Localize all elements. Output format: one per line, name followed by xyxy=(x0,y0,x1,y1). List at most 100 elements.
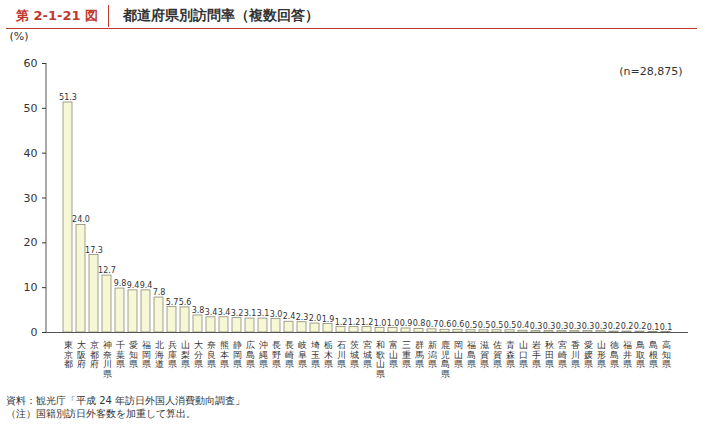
svg-text:5.6: 5.6 xyxy=(179,298,192,307)
svg-text:静岡県: 静岡県 xyxy=(233,340,242,369)
svg-text:秋田県: 秋田県 xyxy=(545,340,554,369)
svg-text:0.5: 0.5 xyxy=(491,321,504,330)
svg-text:石川県: 石川県 xyxy=(337,340,346,369)
svg-text:20: 20 xyxy=(24,236,38,249)
svg-text:3.2: 3.2 xyxy=(231,309,244,318)
svg-text:0.7: 0.7 xyxy=(426,320,439,329)
svg-text:3.8: 3.8 xyxy=(192,306,205,315)
svg-text:0.3: 0.3 xyxy=(530,322,543,331)
svg-text:(n=28,875): (n=28,875) xyxy=(619,65,682,78)
svg-text:愛媛県: 愛媛県 xyxy=(584,340,593,369)
svg-text:広島県: 広島県 xyxy=(246,340,255,369)
svg-text:(%): (%) xyxy=(10,30,29,43)
svg-text:24.0: 24.0 xyxy=(72,215,90,224)
svg-text:0.3: 0.3 xyxy=(595,322,608,331)
svg-text:9.8: 9.8 xyxy=(114,279,127,288)
svg-text:0.9: 0.9 xyxy=(400,319,413,328)
svg-text:山梨県: 山梨県 xyxy=(181,340,190,369)
svg-text:茨城県: 茨城県 xyxy=(349,340,359,369)
svg-text:0.1: 0.1 xyxy=(647,323,660,332)
svg-text:山形県: 山形県 xyxy=(597,340,606,369)
svg-text:60: 60 xyxy=(24,57,38,70)
svg-text:50: 50 xyxy=(24,102,38,115)
svg-text:青森県: 青森県 xyxy=(506,340,515,369)
svg-text:北海道: 北海道 xyxy=(155,340,164,369)
svg-text:福岡県: 福岡県 xyxy=(142,340,151,369)
svg-text:0.2: 0.2 xyxy=(634,322,647,331)
svg-text:3.0: 3.0 xyxy=(270,310,283,319)
svg-text:1.2: 1.2 xyxy=(361,318,374,327)
svg-text:岩手県: 岩手県 xyxy=(532,340,541,369)
svg-text:12.7: 12.7 xyxy=(98,266,116,275)
svg-text:京都府: 京都府 xyxy=(90,340,99,369)
svg-text:和歌山県: 和歌山県 xyxy=(376,340,385,378)
svg-text:0.8: 0.8 xyxy=(413,319,426,328)
svg-text:香川県: 香川県 xyxy=(571,340,580,369)
svg-text:3.1: 3.1 xyxy=(257,309,270,318)
svg-text:1.9: 1.9 xyxy=(322,315,335,324)
svg-text:2.0: 2.0 xyxy=(309,314,322,323)
svg-text:埼玉県: 埼玉県 xyxy=(310,340,320,369)
svg-text:福井県: 福井県 xyxy=(623,340,632,369)
svg-text:2.3: 2.3 xyxy=(296,313,309,322)
svg-text:島根県: 島根県 xyxy=(649,340,658,369)
svg-text:岐阜県: 岐阜県 xyxy=(298,340,307,369)
svg-text:愛知県: 愛知県 xyxy=(129,340,138,369)
svg-text:熊本県: 熊本県 xyxy=(220,340,229,369)
svg-text:2.4: 2.4 xyxy=(283,312,296,321)
svg-text:福島県: 福島県 xyxy=(467,340,476,369)
svg-text:9.4: 9.4 xyxy=(140,281,153,290)
svg-text:鹿児島県: 鹿児島県 xyxy=(441,340,450,378)
svg-text:栃木県: 栃木県 xyxy=(324,340,333,369)
svg-text:0.5: 0.5 xyxy=(478,321,491,330)
svg-text:40: 40 xyxy=(24,147,38,160)
svg-text:宮崎県: 宮崎県 xyxy=(558,340,567,369)
svg-text:富山県: 富山県 xyxy=(389,340,398,369)
svg-text:岡山県: 岡山県 xyxy=(454,340,463,369)
svg-text:10: 10 xyxy=(24,281,38,294)
svg-text:0: 0 xyxy=(31,326,38,339)
svg-text:大分県: 大分県 xyxy=(194,340,203,369)
svg-text:1.0: 1.0 xyxy=(374,319,387,328)
svg-text:51.3: 51.3 xyxy=(59,93,77,102)
svg-text:大阪府: 大阪府 xyxy=(77,340,86,369)
svg-text:0.5: 0.5 xyxy=(465,321,478,330)
svg-text:0.5: 0.5 xyxy=(504,321,517,330)
svg-text:長崎県: 長崎県 xyxy=(285,340,294,369)
svg-text:0.6: 0.6 xyxy=(439,320,452,329)
svg-text:滋賀県: 滋賀県 xyxy=(480,340,489,369)
svg-text:新潟県: 新潟県 xyxy=(428,340,437,369)
svg-text:0.3: 0.3 xyxy=(569,322,582,331)
svg-text:宮城県: 宮城県 xyxy=(362,340,372,369)
svg-text:1.0: 1.0 xyxy=(387,319,400,328)
svg-text:千葉県: 千葉県 xyxy=(116,340,125,369)
svg-text:3.4: 3.4 xyxy=(218,308,231,317)
svg-text:長野県: 長野県 xyxy=(272,340,281,369)
svg-text:0.3: 0.3 xyxy=(582,322,595,331)
svg-text:兵庫県: 兵庫県 xyxy=(168,340,177,369)
svg-text:0.3: 0.3 xyxy=(543,322,556,331)
svg-text:奈良県: 奈良県 xyxy=(207,340,216,369)
svg-text:3.1: 3.1 xyxy=(244,309,257,318)
svg-text:三重県: 三重県 xyxy=(402,340,411,369)
svg-text:群馬県: 群馬県 xyxy=(414,340,424,369)
svg-text:17.3: 17.3 xyxy=(85,245,103,254)
svg-text:9.4: 9.4 xyxy=(127,281,140,290)
svg-text:高知県: 高知県 xyxy=(662,340,671,369)
svg-text:1.2: 1.2 xyxy=(335,318,348,327)
svg-text:鳥取県: 鳥取県 xyxy=(635,340,645,369)
svg-text:神奈川県: 神奈川県 xyxy=(103,340,112,378)
svg-text:7.8: 7.8 xyxy=(153,288,166,297)
svg-text:0.3: 0.3 xyxy=(556,322,569,331)
svg-text:東京都: 東京都 xyxy=(64,340,73,369)
svg-text:5.7: 5.7 xyxy=(166,298,179,307)
svg-text:30: 30 xyxy=(24,192,38,205)
svg-text:0.6: 0.6 xyxy=(452,320,465,329)
svg-text:0.2: 0.2 xyxy=(621,322,634,331)
svg-text:佐賀県: 佐賀県 xyxy=(493,340,502,369)
svg-text:0.1: 0.1 xyxy=(660,323,673,332)
svg-text:0.4: 0.4 xyxy=(517,321,530,330)
svg-text:沖縄県: 沖縄県 xyxy=(258,340,268,369)
svg-text:1.2: 1.2 xyxy=(348,318,361,327)
svg-text:3.4: 3.4 xyxy=(205,308,218,317)
